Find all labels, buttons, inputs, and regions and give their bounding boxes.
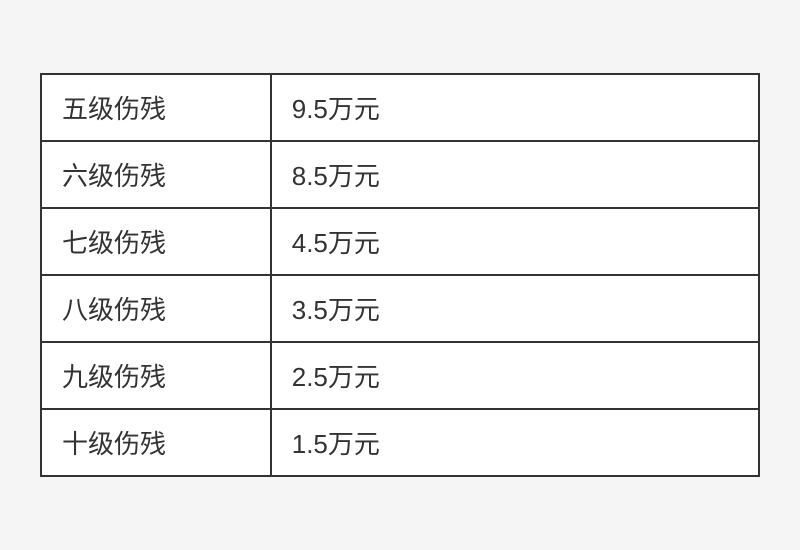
compensation-amount-cell: 9.5万元 <box>271 74 759 141</box>
disability-level-cell: 五级伤残 <box>41 74 271 141</box>
compensation-table: 五级伤残 9.5万元 六级伤残 8.5万元 七级伤残 4.5万元 八级伤残 3.… <box>40 73 760 477</box>
table-row: 六级伤残 8.5万元 <box>41 141 759 208</box>
disability-level-cell: 六级伤残 <box>41 141 271 208</box>
disability-level-cell: 八级伤残 <box>41 275 271 342</box>
disability-level-cell: 九级伤残 <box>41 342 271 409</box>
compensation-table-container: 五级伤残 9.5万元 六级伤残 8.5万元 七级伤残 4.5万元 八级伤残 3.… <box>40 73 760 477</box>
compensation-amount-cell: 4.5万元 <box>271 208 759 275</box>
table-row: 九级伤残 2.5万元 <box>41 342 759 409</box>
disability-level-cell: 七级伤残 <box>41 208 271 275</box>
table-row: 七级伤残 4.5万元 <box>41 208 759 275</box>
disability-level-cell: 十级伤残 <box>41 409 271 476</box>
compensation-amount-cell: 1.5万元 <box>271 409 759 476</box>
table-row: 五级伤残 9.5万元 <box>41 74 759 141</box>
compensation-amount-cell: 2.5万元 <box>271 342 759 409</box>
table-row: 十级伤残 1.5万元 <box>41 409 759 476</box>
table-row: 八级伤残 3.5万元 <box>41 275 759 342</box>
compensation-amount-cell: 8.5万元 <box>271 141 759 208</box>
compensation-amount-cell: 3.5万元 <box>271 275 759 342</box>
